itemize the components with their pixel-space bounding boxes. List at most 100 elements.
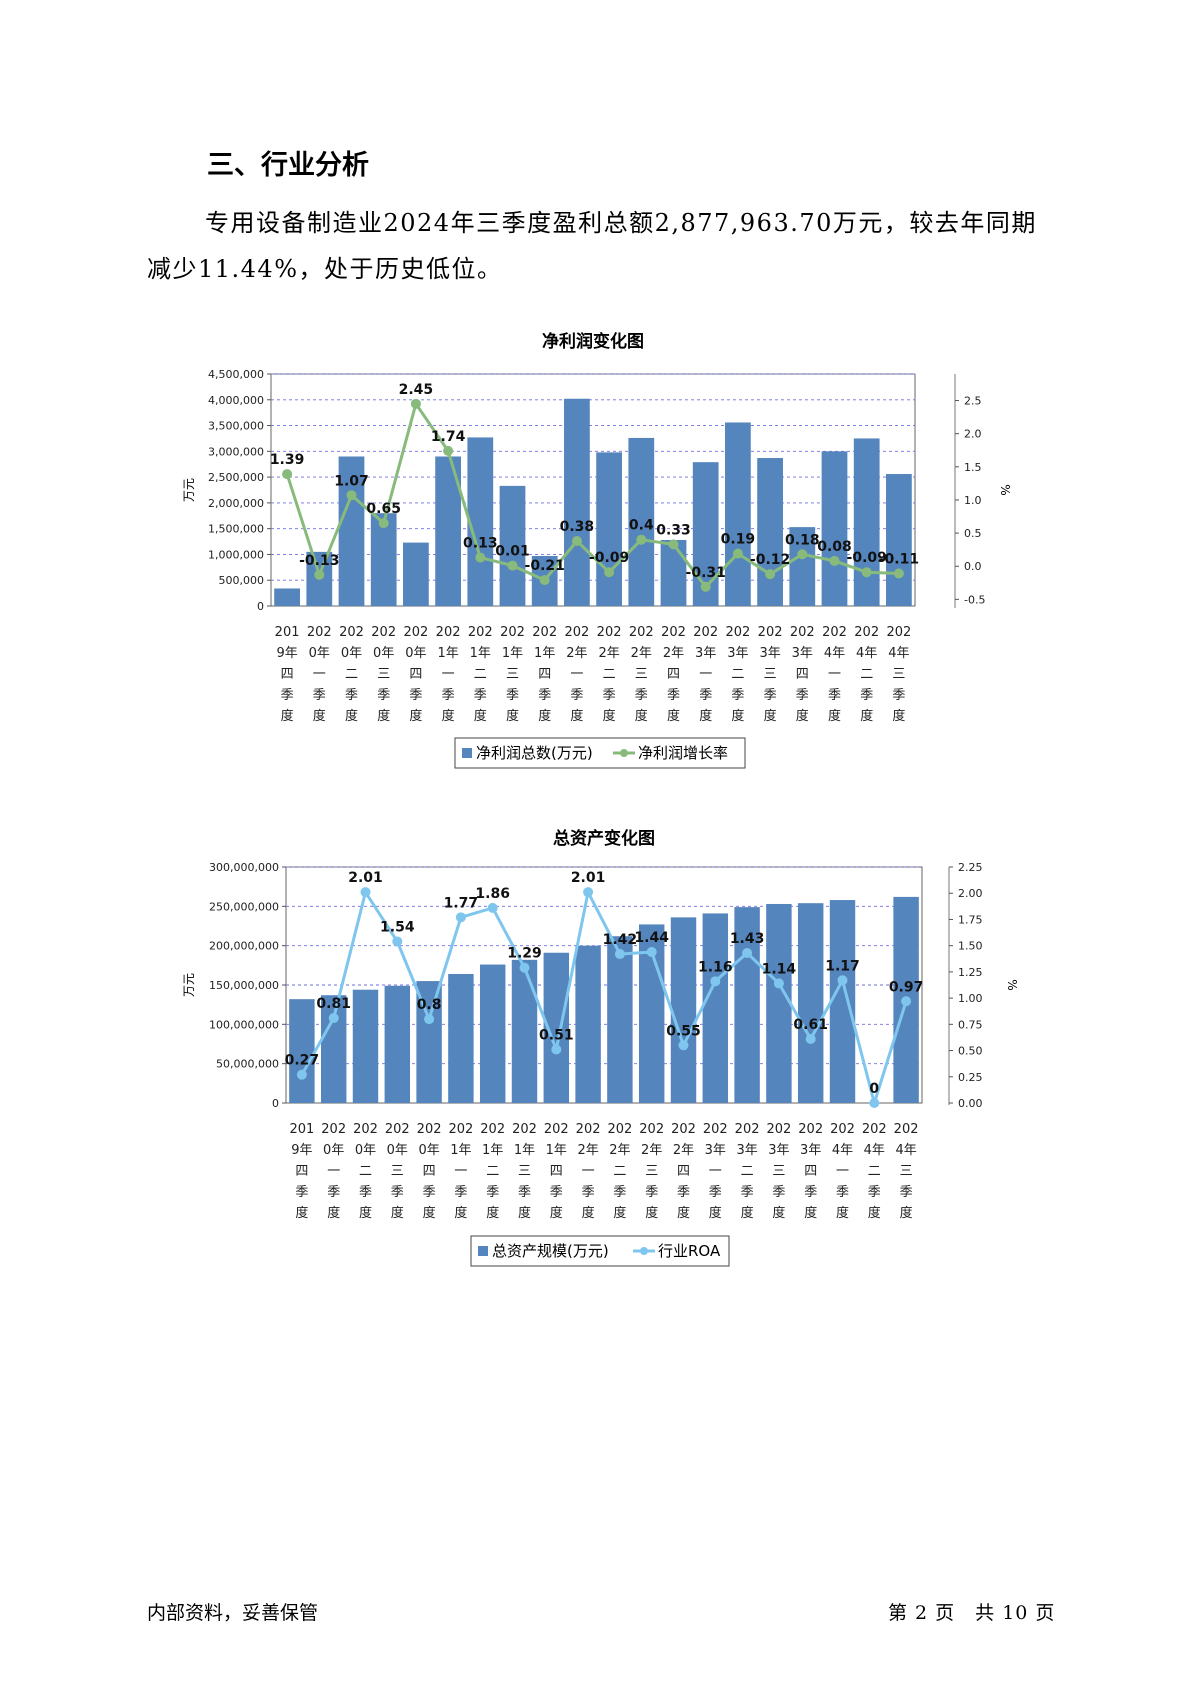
data-label: -0.09: [589, 550, 629, 566]
x-category-line: 4年: [888, 646, 909, 661]
bar-18: [829, 900, 856, 1103]
data-label: 0.81: [316, 996, 351, 1012]
x-category-line: 度: [613, 1205, 626, 1221]
x-category-line: 三: [391, 1164, 404, 1179]
x-category-line: 度: [409, 708, 422, 724]
x-category-line: 度: [423, 1205, 436, 1221]
y-tick-label: 2,000,000: [208, 497, 264, 510]
line-point-10: [583, 887, 594, 898]
bar-7: [467, 437, 494, 606]
x-category-line: 度: [900, 1205, 913, 1221]
x-category-line: 季: [731, 688, 744, 703]
line-point-4: [392, 936, 403, 947]
x-category-line: 202: [862, 1122, 887, 1137]
x-category-line: 202: [854, 625, 879, 640]
bar-1: [274, 588, 300, 606]
data-label: -0.11: [879, 552, 919, 568]
x-category-line: 202: [798, 1122, 823, 1137]
y2-tick-label: 2.5: [964, 395, 982, 408]
x-category-line: 二: [603, 667, 616, 682]
x-category-label: 202 4年三季度: [886, 625, 911, 724]
x-category-line: 202: [307, 625, 332, 640]
x-category-line: 2年: [598, 646, 619, 661]
x-category-line: 二: [486, 1164, 499, 1179]
x-category-line: 202: [830, 1122, 855, 1137]
line-point-1: [296, 1069, 307, 1080]
x-category-line: 度: [731, 708, 744, 724]
y2-tick-label: 0.0: [964, 560, 982, 573]
x-category-line: 202: [321, 1122, 346, 1137]
line-point-6: [455, 912, 466, 923]
y2-tick-label: 1.25: [958, 966, 983, 979]
bar-8: [511, 959, 538, 1103]
x-category-line: 三: [892, 667, 905, 682]
x-category-line: 季: [741, 1185, 754, 1200]
bar-13: [660, 540, 687, 606]
line-point-2: [314, 569, 325, 580]
plot-area: [270, 373, 916, 607]
x-category-line: 202: [480, 1122, 505, 1137]
total-assets-chart: 总资产变化图 0 50,000,000 100,000,000 150,000,000 2…: [182, 828, 1019, 1267]
y2-tick-label: 0.75: [958, 1018, 983, 1031]
x-category-line: 季: [442, 688, 455, 703]
line-series: [285, 402, 899, 589]
x-category-line: 0年: [373, 646, 394, 661]
line-point-7: [475, 552, 486, 563]
x-category-line: 季: [570, 688, 583, 703]
data-label: 0.61: [793, 1017, 828, 1033]
legend-line-marker: [620, 749, 628, 757]
x-category-line: 度: [359, 1205, 372, 1221]
data-label: -0.21: [525, 558, 565, 574]
bar-12: [628, 437, 655, 606]
x-category-line: 4年: [832, 1143, 853, 1158]
x-category-line: 2年: [566, 646, 587, 661]
y-tick-label: 4,000,000: [208, 394, 264, 407]
y2-tick-label: 0.50: [958, 1045, 983, 1058]
line-point-14: [700, 581, 711, 592]
bar-1: [289, 999, 315, 1103]
x-category-line: 季: [677, 1185, 690, 1200]
x-category-line: 四: [295, 1164, 308, 1179]
x-category-line: 季: [486, 1185, 499, 1200]
x-category-line: 202: [758, 625, 783, 640]
y2-tick-label: 1.00: [958, 992, 983, 1005]
x-category-line: 季: [603, 688, 616, 703]
x-category-line: 度: [828, 708, 841, 724]
x-category-line: 度: [635, 708, 648, 724]
line-point-12: [646, 946, 657, 957]
legend-bar-swatch: [462, 748, 472, 758]
x-category-line: 季: [518, 1185, 531, 1200]
line-point-13: [668, 539, 679, 550]
bar-8: [499, 485, 526, 606]
bar-15: [734, 907, 760, 1103]
data-label: 1.14: [762, 961, 797, 977]
line-point-18: [837, 975, 848, 986]
legend-bar-label: 总资产规模(万元): [492, 1242, 609, 1260]
line-point-4: [378, 518, 389, 529]
line-point-11: [604, 567, 615, 578]
section-heading: 三、行业分析: [207, 150, 369, 181]
x-category-line: 一: [836, 1164, 849, 1179]
x-category-line: 202: [894, 1122, 919, 1137]
x-category-line: 四: [667, 667, 680, 682]
x-category-line: 度: [474, 708, 487, 724]
x-category-line: 季: [667, 688, 680, 703]
data-label: 1.16: [698, 959, 733, 975]
legend-line-label: 行业ROA: [658, 1242, 721, 1260]
data-label: 1.42: [603, 932, 638, 948]
bar-6: [448, 973, 474, 1103]
x-category-line: 一: [709, 1164, 722, 1179]
line-point-6: [443, 445, 454, 456]
line-point-16: [773, 978, 784, 989]
data-label: -0.31: [686, 565, 726, 581]
x-category-line: 二: [741, 1164, 754, 1179]
data-label: 1.77: [444, 895, 479, 911]
x-category-line: 度: [892, 708, 905, 724]
bar-11: [607, 936, 633, 1103]
